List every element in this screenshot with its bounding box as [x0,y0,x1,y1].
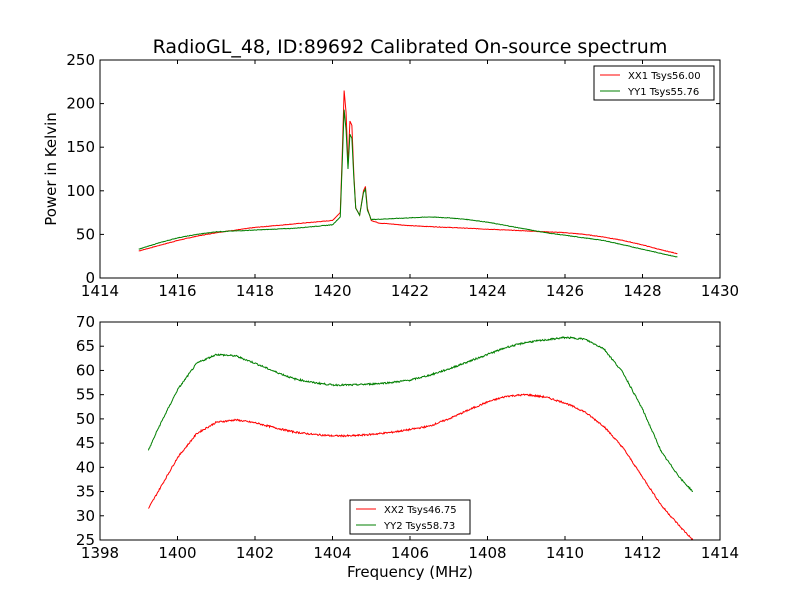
series-line-1-2 [138,109,678,258]
y-tick-label: 40 [76,458,95,476]
x-tick-label: 1422 [391,282,429,300]
y-tick-label: 25 [76,531,95,549]
x-tick-label: 1400 [158,544,196,562]
y-tick-label: 70 [76,313,95,331]
figure-title: RadioGL_48, ID:89692 Calibrated On-sourc… [153,36,668,58]
x-tick-label: 1414 [81,282,119,300]
y-tick-label: 60 [76,361,95,379]
y-tick-label: 200 [66,95,95,113]
x-tick-label: 1402 [236,544,274,562]
x-tick-label: 1404 [313,544,351,562]
y-tick-label: 55 [76,386,95,404]
y-tick-label: 100 [66,182,95,200]
legend: XX1 Tsys56.00 YY1 Tsys55.76 [593,65,715,101]
legend-entry: YY2 Tsys58.73 [383,521,455,532]
x-tick-label: 1428 [623,282,661,300]
x-tick-label: 1412 [623,544,661,562]
series-line-2-2 [147,336,693,493]
legend: XX2 Tsys46.75 YY2 Tsys58.73 [349,499,471,535]
subplot-1: 1414 1416 1418 1420 1422 1424 1426 1428 1430 0 50 1… [42,51,739,300]
legend-box [593,65,715,101]
y-tick-label: 50 [76,225,95,243]
x-tick-label: 1414 [701,544,739,562]
series-line-2-1 [148,393,694,540]
y-tick-label: 35 [76,483,95,501]
legend-entry: XX2 Tsys46.75 [384,505,457,516]
x-tick-label: 1424 [468,282,506,300]
x-tick-label: 1430 [701,282,739,300]
x-tick-label: 1418 [236,282,274,300]
legend-entry: YY1 Tsys55.76 [627,87,699,98]
y-tick-label: 50 [76,410,95,428]
x-axis-label: Frequency (MHz) [347,563,473,581]
y-tick-label: 250 [66,51,95,69]
y-axis-label: Power in Kelvin [42,112,60,226]
x-tick-label: 1420 [313,282,351,300]
x-tick-label: 1406 [391,544,429,562]
x-tick-label: 1410 [546,544,584,562]
x-tick-label: 1426 [546,282,584,300]
legend-entry: XX1 Tsys56.00 [628,71,701,82]
x-tick-label: 1416 [158,282,196,300]
y-tick-label: 150 [66,138,95,156]
x-tick-label: 1398 [81,544,119,562]
series-line-1-1 [138,90,678,255]
legend-box [349,499,471,535]
subplot-2: 1398 1400 1402 1404 1406 1408 1410 1412 1414 25 30… [76,313,739,581]
y-tick-label: 65 [76,337,95,355]
x-tick-label: 1408 [468,544,506,562]
y-tick-label: 0 [85,269,95,287]
y-tick-label: 45 [76,434,95,452]
y-tick-label: 30 [76,507,95,525]
